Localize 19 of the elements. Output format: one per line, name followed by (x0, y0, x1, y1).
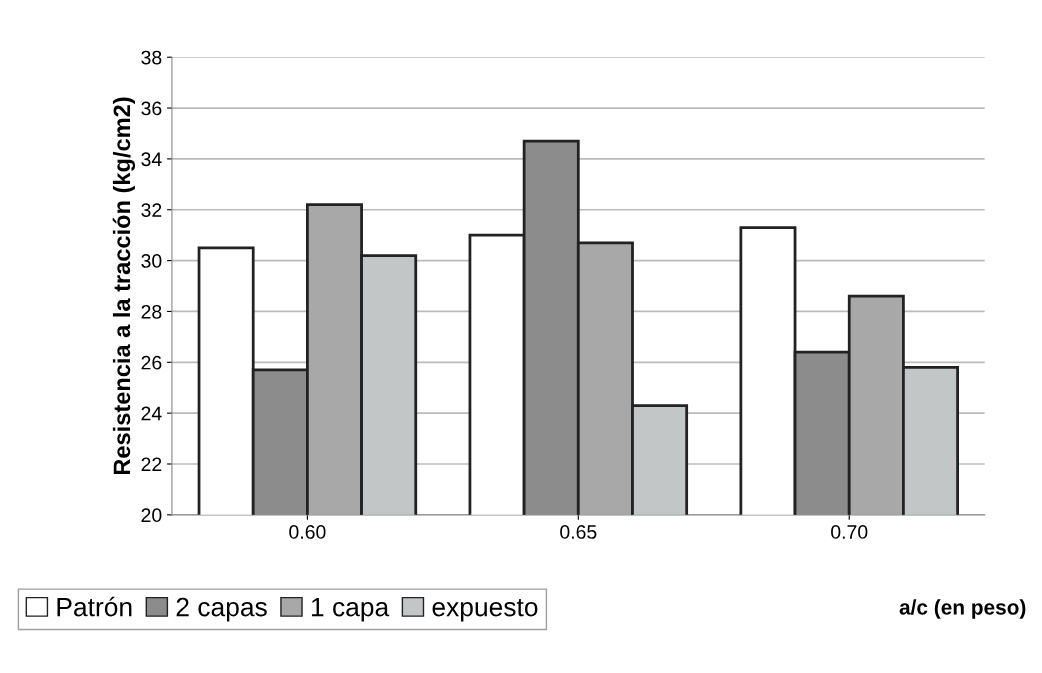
y-tick-label: 22 (141, 457, 162, 472)
y-tick-label: 36 (141, 101, 162, 116)
x-tick-label: 0.65 (560, 525, 597, 539)
y-tick-label: 32 (141, 203, 162, 217)
y-tick-label: 30 (141, 254, 162, 268)
y-axis-title: Resistencia a la tracción (kg/cm2) (112, 97, 136, 475)
y-tick-label: 24 (141, 406, 162, 421)
legend-label: Patrón (57, 596, 132, 617)
y-tick-label: 34 (141, 152, 162, 167)
x-tick-label: 0.60 (289, 525, 326, 539)
legend-label: 1 capa (311, 597, 390, 622)
legend-label: 2 capas (176, 597, 267, 622)
y-tick-label: 38 (141, 50, 162, 65)
x-tick-label: 0.70 (831, 525, 868, 539)
y-tick-label: 20 (141, 508, 162, 523)
y-tick-label: 26 (141, 355, 162, 370)
x-axis-title: a/c (en peso) (899, 599, 1026, 619)
legend-label: expuesto (432, 599, 538, 622)
y-tick-label: 28 (141, 304, 162, 319)
